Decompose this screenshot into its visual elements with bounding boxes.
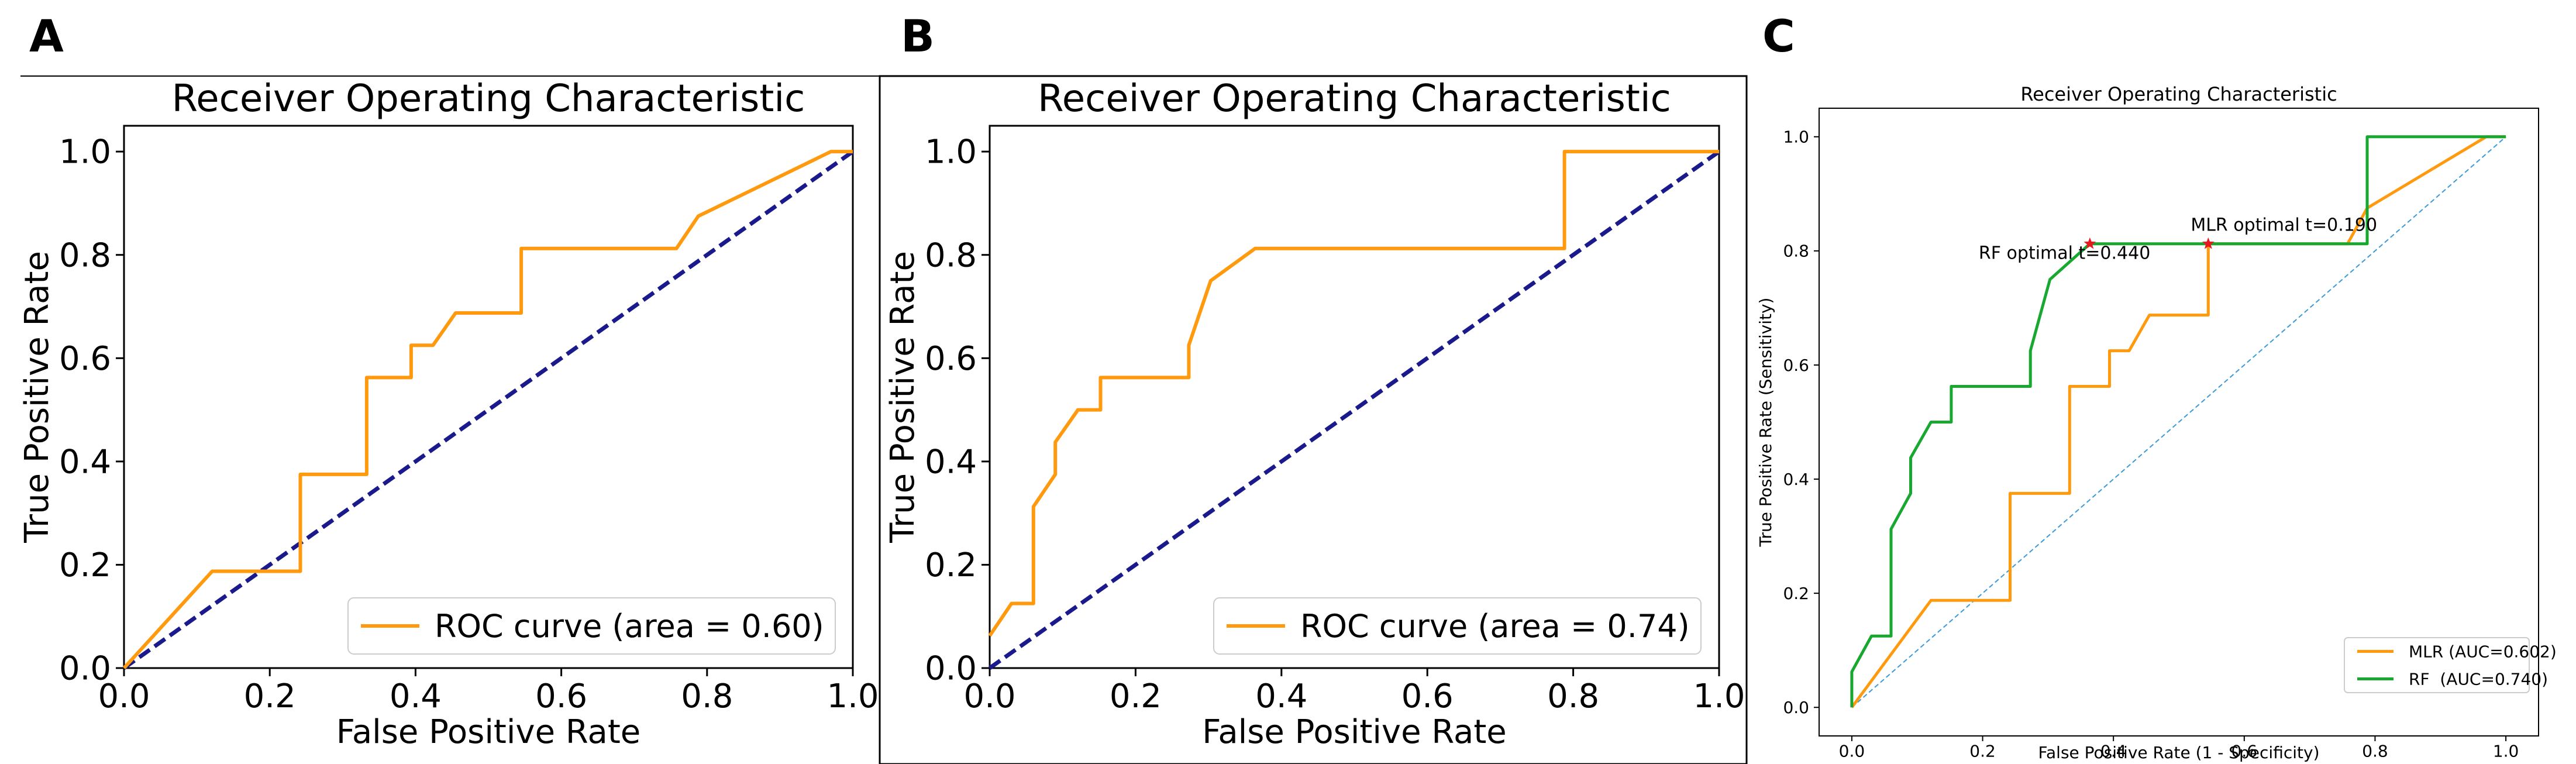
x-axis-label: False Positive Rate (1 - Specificity)	[2038, 743, 2319, 762]
panel-label: C	[1762, 10, 1795, 62]
legend-box	[347, 597, 836, 655]
plot-area	[989, 125, 1720, 669]
y-tick-label: 0.8	[1783, 242, 1809, 261]
x-tick-label: 0.4	[1255, 677, 1307, 715]
y-tick-label: 0.4	[1783, 470, 1809, 489]
chart-title: Receiver Operating Characteristic	[2020, 83, 2337, 105]
x-tick-label: 0.8	[1547, 677, 1599, 715]
chart-panel-a: A Receiver Operating Characteristic 0.0 0.2…	[18, 10, 879, 751]
series-line-0	[1850, 135, 2506, 708]
panel-b-frame	[879, 75, 1748, 764]
x-tick-label: 0.0	[963, 677, 1015, 715]
y-tick-label: 0.2	[1783, 584, 1809, 603]
y-axis-label: True Positive Rate (Sensitivity)	[1756, 298, 1775, 548]
y-tick-label: 0.8	[59, 236, 111, 274]
series-line-0	[988, 150, 1719, 637]
chart-title: Receiver Operating Characteristic	[172, 77, 805, 121]
x-tick-label: 0.0	[98, 677, 150, 715]
y-tick-label: 1.0	[1783, 128, 1809, 147]
optimal-threshold-marker	[2202, 237, 2215, 249]
x-tick-label: 1.0	[2493, 742, 2519, 761]
x-tick-label: 1.0	[1693, 677, 1745, 715]
legend-entry: ROC curve (area = 0.74)	[1300, 608, 1690, 645]
annotation-label: RF optimal t=0.440	[1979, 243, 2150, 264]
chart-panel-c: C Receiver Operating Characteristic 0.0 0.2…	[1756, 10, 2557, 762]
y-axis-label: True Positive Rate	[884, 251, 922, 543]
y-tick-label: 0.0	[59, 650, 111, 688]
y-tick-label: 1.0	[925, 133, 977, 171]
x-tick-label: 0.4	[2100, 742, 2127, 761]
chance-diagonal-line	[122, 150, 855, 670]
legend-entry: ROC curve (area = 0.60)	[435, 608, 824, 645]
y-tick-label: 0.6	[925, 340, 977, 378]
x-tick-label: 0.6	[2231, 742, 2258, 761]
series-line-0	[122, 150, 853, 670]
x-tick-label: 0.0	[1839, 742, 1865, 761]
panel-label: B	[901, 10, 935, 62]
x-tick-label: 1.0	[826, 677, 879, 715]
legend-entry: RF (AUC=0.740)	[2409, 669, 2548, 689]
y-tick-label: 0.4	[59, 443, 111, 481]
x-tick-label: 0.2	[1110, 677, 1162, 715]
y-tick-label: 0.6	[1783, 356, 1809, 375]
optimal-threshold-marker	[2083, 237, 2096, 249]
series-line-1	[1850, 135, 2506, 708]
y-axis-label: True Positive Rate	[18, 251, 56, 543]
legend-box	[1213, 597, 1702, 655]
x-tick-label: 0.2	[244, 677, 296, 715]
chance-diagonal-line	[1851, 136, 2506, 708]
x-tick-label: 0.4	[390, 677, 442, 715]
y-tick-label: 0.6	[59, 340, 111, 378]
chart-title: Receiver Operating Characteristic	[1038, 77, 1671, 121]
x-tick-label: 0.6	[1401, 677, 1454, 715]
chart-panel-b: B Receiver Operating Characteristic 0.0 0.2…	[884, 10, 1745, 751]
y-tick-label: 0.8	[925, 236, 977, 274]
x-tick-label: 0.2	[1969, 742, 1996, 761]
x-tick-label: 0.8	[2362, 742, 2388, 761]
y-tick-label: 0.4	[925, 443, 977, 481]
y-tick-label: 0.0	[925, 650, 977, 688]
annotation-label: MLR optimal t=0.190	[2191, 215, 2377, 236]
legend-entry: MLR (AUC=0.602)	[2409, 642, 2557, 661]
y-tick-label: 1.0	[59, 133, 111, 171]
panel-label: A	[29, 10, 64, 62]
x-tick-label: 0.8	[681, 677, 733, 715]
plot-area	[1819, 108, 2539, 737]
x-tick-label: 0.6	[535, 677, 587, 715]
y-tick-label: 0.2	[59, 546, 111, 584]
x-axis-label: False Positive Rate	[1202, 713, 1506, 751]
plot-area	[123, 125, 854, 669]
y-tick-label: 0.2	[925, 546, 977, 584]
y-tick-label: 0.0	[1783, 698, 1809, 717]
x-axis-label: False Positive Rate	[336, 713, 640, 751]
